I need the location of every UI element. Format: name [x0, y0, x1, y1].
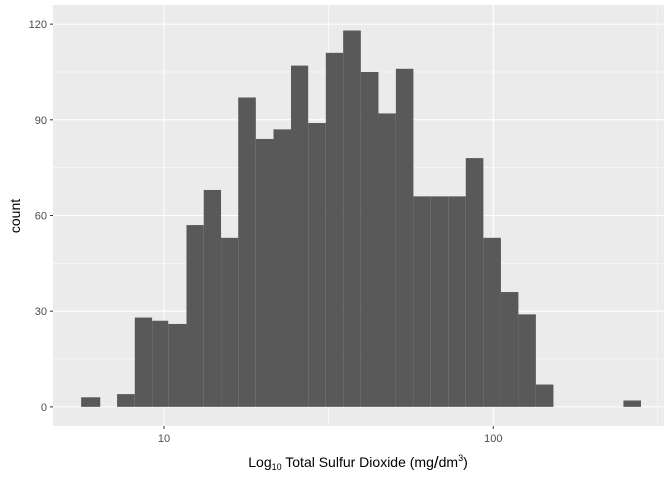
histogram-bar	[290, 65, 309, 407]
x-tick-label: 10	[158, 433, 170, 445]
histogram-bar	[360, 71, 379, 407]
y-tick-label: 120	[29, 19, 47, 31]
histogram-bar	[395, 68, 414, 407]
x-axis-title: Log10 Total Sulfur Dioxide (mg/dm3)	[248, 453, 468, 472]
histogram-bar	[465, 158, 484, 407]
histogram-bar	[413, 196, 431, 407]
x-axis-title-log-base: 10	[272, 462, 282, 472]
x-axis-title-slash: /	[434, 453, 439, 472]
x-axis-title-log: Log	[248, 454, 271, 470]
x-axis-title-main: Total Sulfur Dioxide (mg	[282, 454, 434, 470]
y-tick-label: 30	[35, 306, 47, 318]
y-tick-label: 60	[35, 211, 47, 223]
histogram-bar	[448, 196, 466, 407]
histogram-bar	[203, 189, 222, 407]
histogram-bar	[500, 292, 519, 407]
y-tick-label: 90	[35, 115, 47, 127]
histogram-bar	[535, 384, 554, 407]
x-axis-title-close: )	[463, 454, 468, 470]
histogram-bar	[623, 400, 641, 407]
histogram-bar	[134, 317, 153, 407]
x-axis-title-unit: dm	[439, 454, 458, 470]
histogram-bar	[483, 237, 501, 407]
histogram-bar	[378, 113, 396, 407]
y-axis-title: count	[7, 199, 23, 233]
histogram-bar	[221, 237, 239, 407]
x-axis: 10 100	[158, 426, 502, 445]
histogram-bar	[238, 97, 256, 407]
histogram-bar	[325, 52, 344, 407]
histogram-bar	[168, 323, 187, 407]
y-tick-label: 0	[41, 402, 47, 414]
histogram-bar	[430, 196, 449, 407]
histogram-bar	[343, 30, 361, 407]
y-axis: 0 30 60 90 120	[29, 19, 53, 414]
histogram-bar	[81, 397, 101, 407]
histogram-bar	[273, 129, 291, 407]
x-tick-label: 100	[484, 433, 502, 445]
histogram-bar	[186, 225, 204, 407]
histogram-bar	[308, 123, 326, 407]
x-axis-title-exponent: 3	[458, 453, 463, 463]
histogram-bars	[81, 30, 641, 407]
histogram-bar	[117, 394, 135, 407]
histogram-bar	[255, 138, 274, 407]
histogram-bar	[152, 320, 169, 407]
histogram-bar	[518, 314, 536, 407]
